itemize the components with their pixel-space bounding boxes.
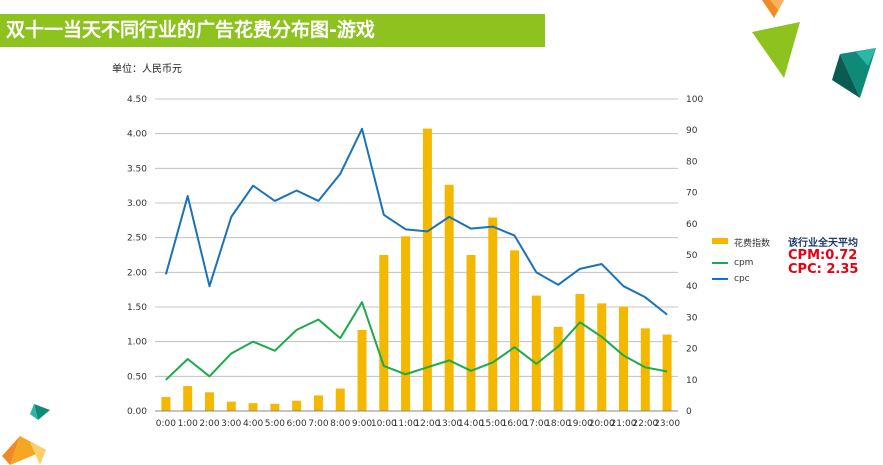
average-title: 该行业全天平均 [788,238,858,249]
page-title: 双十一当天不同行业的广告花费分布图-游戏 [0,14,545,47]
bar [204,392,214,411]
y-left-tick-label: 1.50 [127,303,147,313]
decorative-triangles-bottom-left [2,404,50,465]
bar [226,401,236,411]
x-tick-label: 9:00 [352,419,372,429]
average-cpc: CPC: 2.35 [788,262,859,277]
x-tick-label: 5:00 [265,419,285,429]
bar [466,255,476,411]
y-right-tick-label: 20 [686,345,698,355]
bar [248,403,258,411]
y-right-tick-label: 10 [686,376,698,386]
y-right-tick-label: 40 [686,282,698,292]
bar-series-spend-index [161,128,672,411]
y-right-tick-label: 60 [686,220,698,230]
legend-label-spend: 花费指数 [734,239,771,249]
industry-average-box: 该行业全天平均 CPM:0.72 CPC: 2.35 [788,234,858,277]
x-tick-label: 16:00 [502,419,528,429]
x-tick-label: 12:00 [414,419,440,429]
bar [553,326,563,411]
y-left-tick-label: 2.50 [127,234,147,244]
legend-swatch-spend [712,238,728,244]
line-series [164,127,668,381]
bar [292,400,302,411]
bar [183,386,193,411]
y-right-tick-label: 90 [686,126,698,136]
legend-label-cpc: cpc [734,274,750,284]
x-tick-label: 20:00 [589,419,615,429]
bar [619,306,629,411]
y-right-tick-label: 80 [686,157,698,167]
y-left-tick-label: 0.00 [127,407,147,417]
legend-swatch-cpm [712,262,728,264]
bar [575,294,585,411]
y-left-tick-label: 4.50 [127,95,147,105]
y-left-tick-label: 2.00 [127,268,147,278]
x-tick-label: 13:00 [436,419,462,429]
y-right-tick-label: 0 [686,407,692,417]
y-left-tick-label: 4.00 [127,130,147,140]
x-tick-label: 11:00 [393,419,419,429]
x-tick-label: 19:00 [567,419,593,429]
bar [488,217,498,411]
x-tick-label: 22:00 [632,419,658,429]
axes: 0.00 0.50 1.00 1.50 2.00 2.50 3.00 3.50 4.00 4.50… [127,95,703,429]
x-tick-label: 3:00 [221,419,241,429]
bar [270,403,280,411]
bar [662,334,672,411]
x-tick-label: 21:00 [611,419,637,429]
x-tick-label: 2:00 [199,419,219,429]
y-left-tick-label: 3.50 [127,164,147,174]
bar [161,396,171,411]
bar [313,395,323,411]
x-tick-label: 18:00 [545,419,571,429]
x-tick-label: 15:00 [480,419,506,429]
decorative-triangles-top-right [752,0,876,98]
legend-label-cpm: cpm [734,258,754,268]
bar [379,255,389,411]
average-cpm: CPM:0.72 [788,248,858,263]
x-tick-label: 7:00 [308,419,328,429]
bar [640,328,650,411]
y-right-tick-label: 30 [686,313,698,323]
bar [510,250,520,411]
legend-swatch-cpc [712,278,728,280]
y-left-tick-label: 1.00 [127,338,147,348]
x-tick-label: 1:00 [178,419,198,429]
y-left-tick-label: 3.00 [127,199,147,209]
x-tick-label: 6:00 [287,419,307,429]
y-right-tick-label: 100 [686,95,703,105]
bar [444,184,454,411]
y-right-tick-label: 70 [686,189,698,199]
x-tick-label: 8:00 [330,419,350,429]
series-line-cpm [165,301,668,381]
y-right-tick-label: 50 [686,251,698,261]
x-tick-label: 4:00 [243,419,263,429]
y-left-tick-label: 0.50 [127,372,147,382]
unit-label: 单位：人民币元 [112,64,182,75]
bar [357,329,367,411]
x-tick-label: 14:00 [458,419,484,429]
x-tick-label: 10:00 [371,419,397,429]
bar [335,388,345,411]
bar [401,236,411,411]
x-tick-label: 17:00 [523,419,549,429]
bar [422,128,432,411]
x-tick-label: 23:00 [654,419,680,429]
bar [531,295,541,411]
bar [597,303,607,411]
x-tick-label: 0:00 [156,419,176,429]
series-line-cpc [164,127,668,316]
